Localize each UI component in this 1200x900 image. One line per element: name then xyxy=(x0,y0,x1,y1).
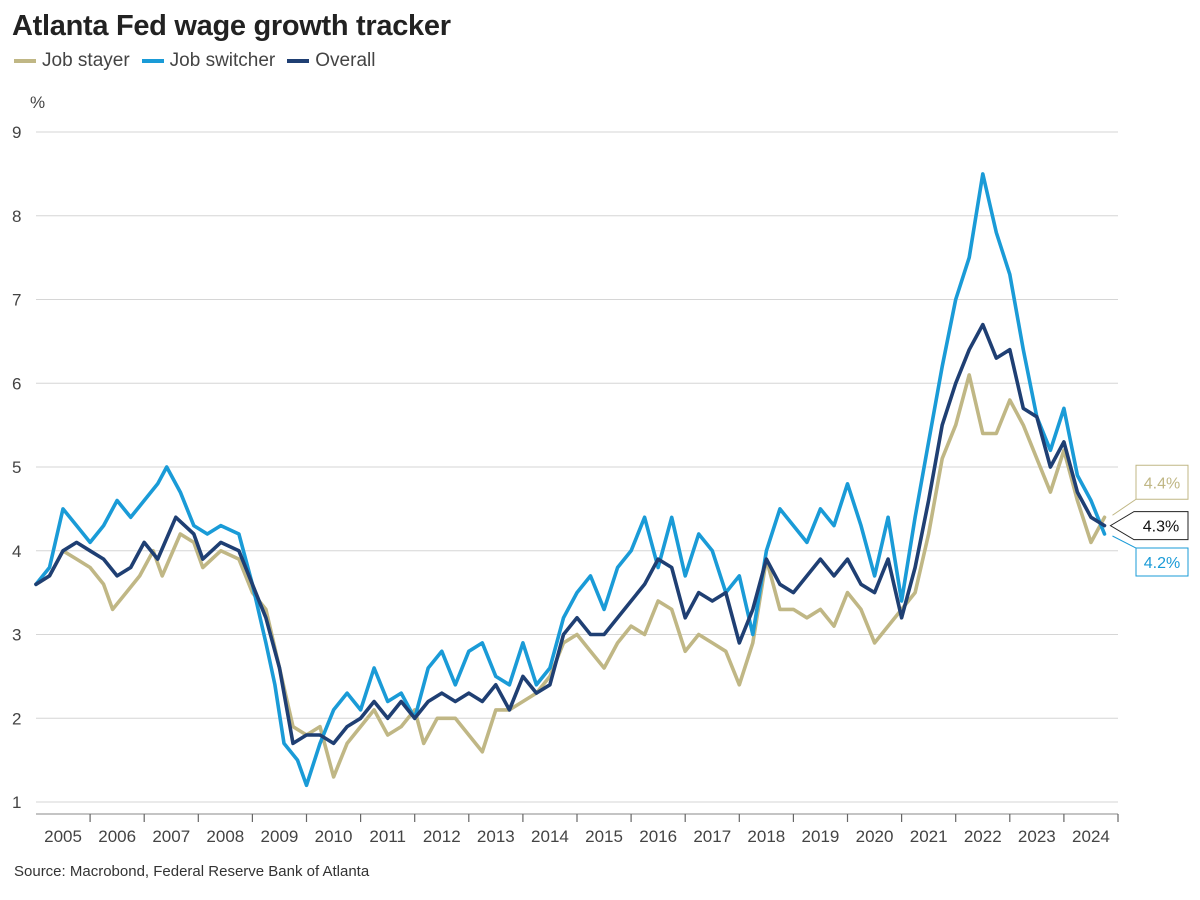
series-line-job-stayer xyxy=(34,373,1107,779)
y-tick-label-6: 6 xyxy=(12,374,21,393)
series-line-job-switcher xyxy=(34,172,1107,788)
y-tick-label-7: 7 xyxy=(12,291,21,310)
x-tick-label-2010: 2010 xyxy=(315,827,353,846)
legend-item-job-stayer[interactable]: Job stayer xyxy=(14,50,130,72)
legend-label-job-stayer: Job stayer xyxy=(42,50,130,71)
x-tick-label-2017: 2017 xyxy=(693,827,731,846)
end-label-connector-job-switcher xyxy=(1112,535,1189,577)
x-tick-label-2019: 2019 xyxy=(802,827,840,846)
x-tick-label-2015: 2015 xyxy=(585,827,623,846)
y-tick-label-8: 8 xyxy=(12,207,21,226)
end-label-job-switcher: 4.2% xyxy=(1144,555,1180,572)
x-tick-label-2012: 2012 xyxy=(423,827,461,846)
end-labels: 4.4% 4.3% 4.2% xyxy=(1109,464,1189,577)
x-tick-label-2021: 2021 xyxy=(910,827,948,846)
legend-item-job-switcher[interactable]: Job switcher xyxy=(141,50,276,72)
axes: 1 2 3 4 5 6 7 8 9% 2005 2006 2007 2008 2009 2010 2011 20… xyxy=(12,93,1119,846)
y-tick-label-3: 3 xyxy=(12,626,21,645)
legend-item-overall[interactable]: Overall xyxy=(287,50,375,72)
x-tick-label-2020: 2020 xyxy=(856,827,894,846)
grid-lines xyxy=(36,131,1118,803)
legend-label-job-switcher: Job switcher xyxy=(169,50,276,71)
chart-title: Atlanta Fed wage growth tracker xyxy=(12,10,451,42)
end-label-connector-job-stayer xyxy=(1112,464,1189,516)
x-tick-label-2006: 2006 xyxy=(98,827,136,846)
x-tick-label-2013: 2013 xyxy=(477,827,515,846)
legend-swatch-job-switcher xyxy=(141,59,164,63)
end-label-overall: 4.3% xyxy=(1143,519,1179,536)
series-line-overall xyxy=(34,322,1107,746)
series-lines xyxy=(34,172,1107,788)
x-tick-label-2005: 2005 xyxy=(44,827,82,846)
y-tick-label-4: 4 xyxy=(12,542,21,561)
y-tick-label-9: 9 xyxy=(12,123,21,142)
x-tick-label-2016: 2016 xyxy=(639,827,677,846)
x-tick-label-2024: 2024 xyxy=(1072,827,1110,846)
y-axis-unit-label: % xyxy=(30,93,45,112)
y-tick-label-5: 5 xyxy=(12,458,21,477)
legend: Job stayer Job switcher Overall xyxy=(14,50,387,72)
x-tick-label-2011: 2011 xyxy=(369,827,406,846)
source-note: Source: Macrobond, Federal Reserve Bank … xyxy=(14,863,370,880)
x-tick-label-2007: 2007 xyxy=(152,827,190,846)
legend-swatch-overall xyxy=(287,59,310,63)
x-tick-label-2009: 2009 xyxy=(261,827,299,846)
end-label-job-stayer: 4.4% xyxy=(1144,475,1180,492)
x-tick-label-2023: 2023 xyxy=(1018,827,1056,846)
end-label-box-overall xyxy=(1109,511,1189,541)
x-tick-label-2014: 2014 xyxy=(531,827,569,846)
y-tick-label-2: 2 xyxy=(12,709,21,728)
x-tick-label-2018: 2018 xyxy=(747,827,785,846)
x-tick-label-2008: 2008 xyxy=(206,827,244,846)
x-tick-label-2022: 2022 xyxy=(964,827,1002,846)
legend-label-overall: Overall xyxy=(315,50,376,71)
legend-swatch-job-stayer xyxy=(14,59,36,63)
y-tick-label-1: 1 xyxy=(12,793,21,812)
